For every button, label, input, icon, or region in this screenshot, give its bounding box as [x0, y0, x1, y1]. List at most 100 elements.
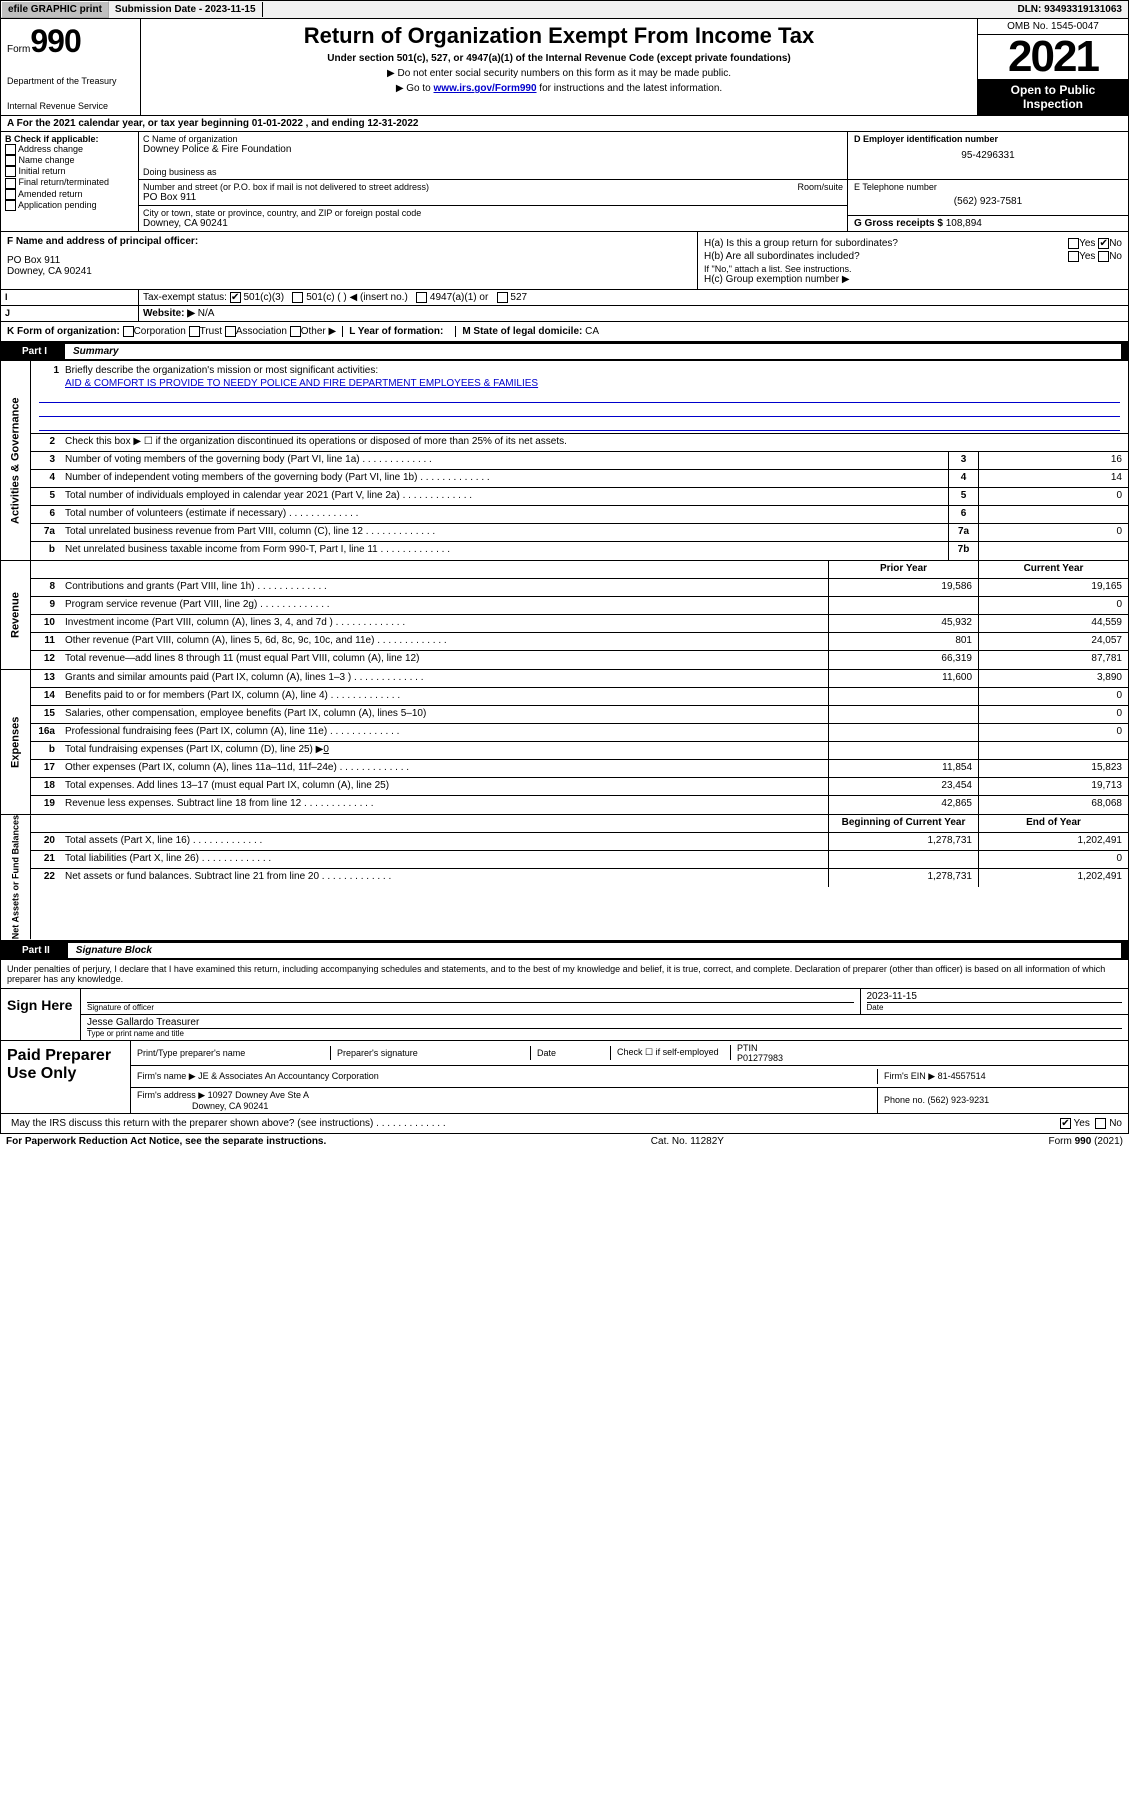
hb-label: H(b) Are all subordinates included?	[704, 251, 860, 262]
room-label: Room/suite	[797, 182, 843, 192]
ha-label: H(a) Is this a group return for subordin…	[704, 238, 898, 249]
checkbox-icon[interactable]	[230, 292, 241, 303]
tel-label: E Telephone number	[854, 182, 1122, 192]
checkbox-icon[interactable]	[5, 189, 16, 200]
checkbox-icon[interactable]	[416, 292, 427, 303]
checkbox-icon[interactable]	[5, 200, 16, 211]
v5: 0	[978, 488, 1128, 505]
section-eg: E Telephone number (562) 923-7581 G Gros…	[848, 180, 1128, 231]
checkbox-icon[interactable]	[1098, 238, 1109, 249]
b-opt-name: Name change	[5, 155, 134, 166]
org-city: Downey, CA 90241	[143, 218, 843, 229]
side-net: Net Assets or Fund Balances	[1, 815, 31, 939]
checkbox-icon[interactable]	[497, 292, 508, 303]
checkbox-icon[interactable]	[1095, 1118, 1106, 1129]
b-opt-amended: Amended return	[5, 189, 134, 200]
gross-receipts: G Gross receipts $ 108,894	[848, 216, 1128, 231]
l1-label: Briefly describe the organization's miss…	[65, 365, 378, 376]
net-assets-section: Net Assets or Fund Balances Beginning of…	[0, 815, 1129, 940]
side-rev: Revenue	[1, 561, 31, 669]
hc-label: H(c) Group exemption number ▶	[704, 274, 1122, 285]
begin-header: Beginning of Current Year	[828, 815, 978, 832]
ptin-value: P01277983	[737, 1053, 1122, 1063]
l8: Contributions and grants (Part VIII, lin…	[61, 579, 828, 596]
checkbox-icon[interactable]	[1068, 238, 1079, 249]
l5: Total number of individuals employed in …	[61, 488, 948, 505]
ptin-label: PTIN	[737, 1043, 1122, 1053]
expenses-section: Expenses 13Grants and similar amounts pa…	[0, 670, 1129, 815]
section-c: C Name of organization Downey Police & F…	[139, 132, 848, 179]
top-bar: efile GRAPHIC print Submission Date - 20…	[0, 0, 1129, 19]
b-opt-final: Final return/terminated	[5, 177, 134, 188]
l2: Check this box ▶ ☐ if the organization d…	[61, 434, 1128, 451]
b-opt-initial: Initial return	[5, 166, 134, 177]
part-ii-header: Part II Signature Block	[0, 941, 1129, 960]
dln: DLN: 93493319131063	[1011, 2, 1128, 17]
dba-label: Doing business as	[143, 167, 843, 177]
firm-name: JE & Associates An Accountancy Corporati…	[198, 1071, 379, 1081]
footer-mid: Cat. No. 11282Y	[651, 1136, 724, 1147]
checkbox-icon[interactable]	[123, 326, 134, 337]
preparer-sig-label: Preparer's signature	[331, 1046, 531, 1060]
checkbox-icon[interactable]	[1060, 1118, 1071, 1129]
preparer-date-label: Date	[531, 1046, 611, 1060]
org-info-block: B Check if applicable: Address change Na…	[0, 132, 1129, 232]
section-b: B Check if applicable: Address change Na…	[1, 132, 139, 231]
hb-note: If "No," attach a list. See instructions…	[704, 264, 1122, 274]
footer-left: For Paperwork Reduction Act Notice, see …	[6, 1136, 326, 1147]
dept-treasury: Department of the Treasury	[7, 76, 134, 86]
l3: Number of voting members of the governin…	[61, 452, 948, 469]
prior-header: Prior Year	[828, 561, 978, 578]
checkbox-icon[interactable]	[290, 326, 301, 337]
checkbox-icon[interactable]	[5, 178, 16, 189]
checkbox-icon[interactable]	[5, 155, 16, 166]
checkbox-icon[interactable]	[5, 144, 16, 155]
sig-date: 2023-11-15	[867, 991, 1123, 1003]
row-i: I Tax-exempt status: 501(c)(3) 501(c) ( …	[0, 290, 1129, 306]
sign-here: Sign Here	[1, 989, 81, 1040]
checkbox-icon[interactable]	[189, 326, 200, 337]
firm-phone: (562) 923-9231	[928, 1095, 990, 1105]
l7b: Net unrelated business taxable income fr…	[61, 542, 948, 560]
l11: Other revenue (Part VIII, column (A), li…	[61, 633, 828, 650]
officer-addr1: PO Box 911	[7, 255, 691, 266]
preparer-name-label: Print/Type preparer's name	[131, 1046, 331, 1060]
efile-button[interactable]: efile GRAPHIC print	[1, 1, 109, 18]
footer-right: Form 990 (2021)	[1049, 1136, 1123, 1147]
f-label: F Name and address of principal officer:	[7, 236, 691, 247]
checkbox-icon[interactable]	[292, 292, 303, 303]
form-title-block: Return of Organization Exempt From Incom…	[141, 19, 978, 115]
activities-governance: Activities & Governance 1Briefly describ…	[0, 361, 1129, 561]
k-label: K Form of organization:	[7, 326, 120, 337]
fh-block: F Name and address of principal officer:…	[0, 232, 1129, 290]
form-title: Return of Organization Exempt From Incom…	[151, 23, 967, 49]
l17: Other expenses (Part IX, column (A), lin…	[61, 760, 828, 777]
tax-year: 2021	[978, 35, 1128, 79]
l18: Total expenses. Add lines 13–17 (must eq…	[61, 778, 828, 795]
l16a: Professional fundraising fees (Part IX, …	[61, 724, 828, 741]
row-j: J Website: ▶ N/A	[0, 306, 1129, 322]
checkbox-icon[interactable]	[1098, 251, 1109, 262]
address-block: Number and street (or P.O. box if mail i…	[139, 180, 848, 231]
checkbox-icon[interactable]	[225, 326, 236, 337]
officer-addr2: Downey, CA 90241	[7, 266, 691, 277]
form-word: Form	[7, 44, 30, 55]
form-990-number: 990	[30, 23, 80, 59]
l22: Net assets or fund balances. Subtract li…	[61, 869, 828, 887]
sig-declaration: Under penalties of perjury, I declare th…	[1, 960, 1128, 989]
b-opt-address: Address change	[5, 144, 134, 155]
l10: Investment income (Part VIII, column (A)…	[61, 615, 828, 632]
checkbox-icon[interactable]	[5, 166, 16, 177]
end-header: End of Year	[978, 815, 1128, 832]
irs-link[interactable]: www.irs.gov/Form990	[434, 83, 537, 94]
revenue-section: Revenue Prior YearCurrent Year 8Contribu…	[0, 561, 1129, 670]
section-d: D Employer identification number 95-4296…	[848, 132, 1128, 179]
mission-text[interactable]: AID & COMFORT IS PROVIDE TO NEEDY POLICE…	[65, 378, 538, 389]
checkbox-icon[interactable]	[1068, 251, 1079, 262]
firm-ein: 81-4557514	[938, 1071, 986, 1081]
l-label: L Year of formation:	[349, 326, 443, 337]
page-footer: For Paperwork Reduction Act Notice, see …	[0, 1134, 1129, 1149]
discuss-text: May the IRS discuss this return with the…	[7, 1116, 1060, 1131]
section-h: H(a) Is this a group return for subordin…	[698, 232, 1128, 289]
submission-date: Submission Date - 2023-11-15	[109, 2, 263, 17]
